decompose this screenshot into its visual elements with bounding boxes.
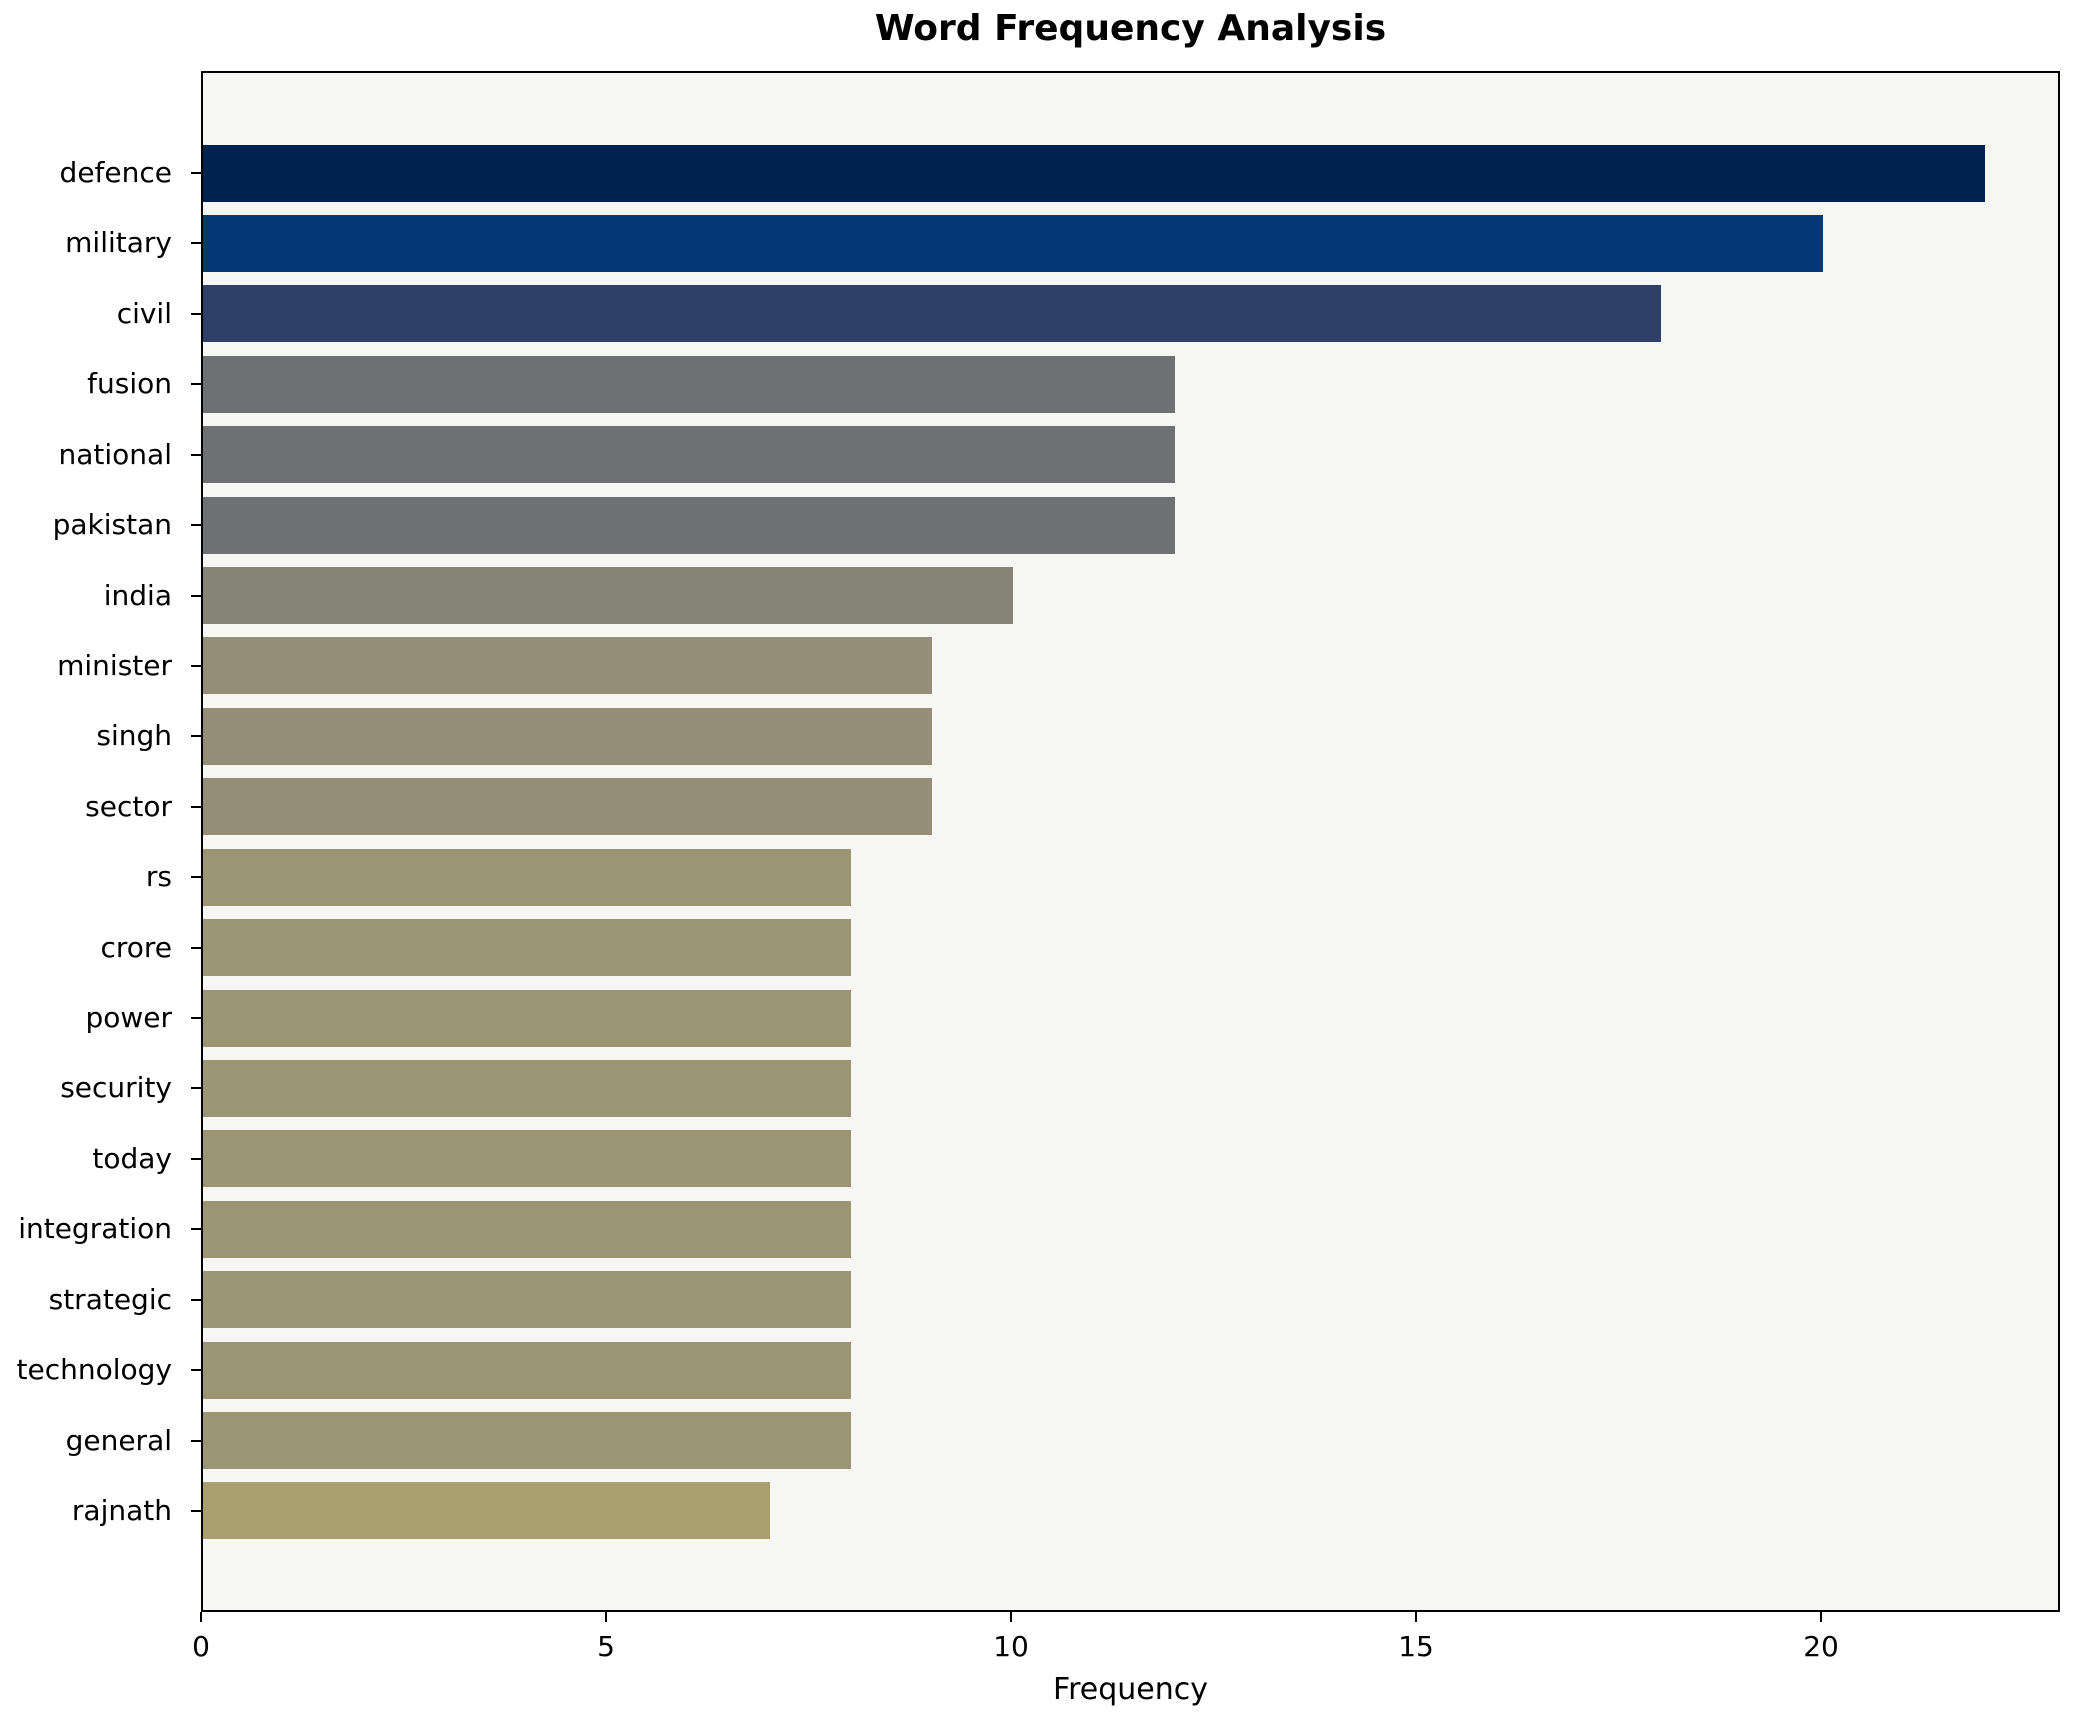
- y-tick-mark: [191, 453, 201, 456]
- y-tick-label: today: [92, 1141, 172, 1175]
- x-tick-label: 0: [192, 1630, 210, 1663]
- y-tick-label: crore: [100, 930, 172, 964]
- chart-title: Word Frequency Analysis: [874, 8, 1387, 49]
- y-tick-mark: [191, 946, 201, 949]
- x-tick-mark: [1415, 1612, 1418, 1622]
- plot-area: [201, 71, 2060, 1612]
- y-tick-mark: [191, 805, 201, 808]
- y-tick-label: power: [85, 1001, 172, 1035]
- y-tick-mark: [191, 1157, 201, 1160]
- y-tick-mark: [191, 664, 201, 667]
- bar: [203, 1271, 851, 1329]
- y-tick-label: strategic: [48, 1282, 172, 1316]
- bar: [203, 848, 851, 906]
- y-tick-label: pakistan: [52, 508, 172, 542]
- y-tick-label: security: [60, 1071, 172, 1105]
- x-tick-label: 10: [993, 1630, 1029, 1663]
- y-tick-label: sector: [85, 789, 172, 823]
- y-tick-mark: [191, 1017, 201, 1020]
- y-tick-label: rs: [145, 860, 172, 894]
- y-tick-mark: [191, 735, 201, 738]
- y-tick-label: rajnath: [71, 1493, 172, 1527]
- y-tick-label: fusion: [87, 367, 172, 401]
- bar: [203, 1412, 851, 1470]
- bar: [203, 144, 1985, 202]
- x-tick-mark: [200, 1612, 202, 1622]
- bar: [203, 355, 1175, 413]
- y-tick-mark: [191, 312, 201, 315]
- y-tick-label: singh: [96, 719, 172, 753]
- bar: [203, 1200, 851, 1258]
- bar: [203, 285, 1661, 343]
- y-tick-mark: [191, 1369, 201, 1372]
- y-tick-label: integration: [18, 1212, 172, 1246]
- y-tick-mark: [191, 172, 201, 174]
- y-tick-mark: [191, 242, 201, 245]
- bar: [203, 778, 932, 836]
- x-tick-label: 20: [1803, 1630, 1839, 1663]
- y-tick-label: national: [58, 437, 172, 471]
- y-tick-label: minister: [57, 648, 172, 682]
- y-tick-label: india: [103, 578, 172, 612]
- bar: [203, 1059, 851, 1117]
- bar: [203, 214, 1823, 272]
- bar: [203, 496, 1175, 554]
- bar: [203, 1130, 851, 1188]
- y-tick-mark: [191, 524, 201, 527]
- x-tick-label: 5: [597, 1630, 615, 1663]
- y-tick-mark: [191, 1087, 201, 1090]
- y-tick-mark: [191, 1298, 201, 1301]
- bar: [203, 637, 932, 695]
- x-tick-mark: [605, 1612, 607, 1622]
- y-tick-mark: [191, 594, 201, 597]
- x-tick-label: 15: [1398, 1630, 1434, 1663]
- y-tick-mark: [191, 1228, 201, 1231]
- y-tick-label: military: [65, 226, 172, 260]
- bar: [203, 426, 1175, 484]
- bar: [203, 1341, 851, 1399]
- y-tick-mark: [191, 1509, 201, 1512]
- y-tick-label: defence: [59, 156, 172, 189]
- x-tick-mark: [1010, 1612, 1013, 1622]
- y-tick-mark: [191, 383, 201, 386]
- x-tick-mark: [1820, 1612, 1823, 1622]
- bar: [203, 989, 851, 1047]
- y-tick-mark: [191, 876, 201, 879]
- bar: [203, 567, 1013, 625]
- y-tick-label: general: [65, 1423, 172, 1457]
- y-tick-mark: [191, 1439, 201, 1442]
- y-tick-label: civil: [116, 296, 172, 330]
- bar: [203, 919, 851, 977]
- bar: [203, 1482, 770, 1540]
- bar: [203, 707, 932, 765]
- y-tick-label: technology: [16, 1353, 172, 1387]
- x-axis-title: Frequency: [1053, 1672, 1208, 1707]
